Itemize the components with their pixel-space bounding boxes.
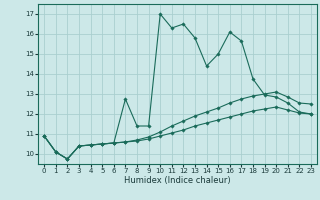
X-axis label: Humidex (Indice chaleur): Humidex (Indice chaleur) [124,176,231,185]
